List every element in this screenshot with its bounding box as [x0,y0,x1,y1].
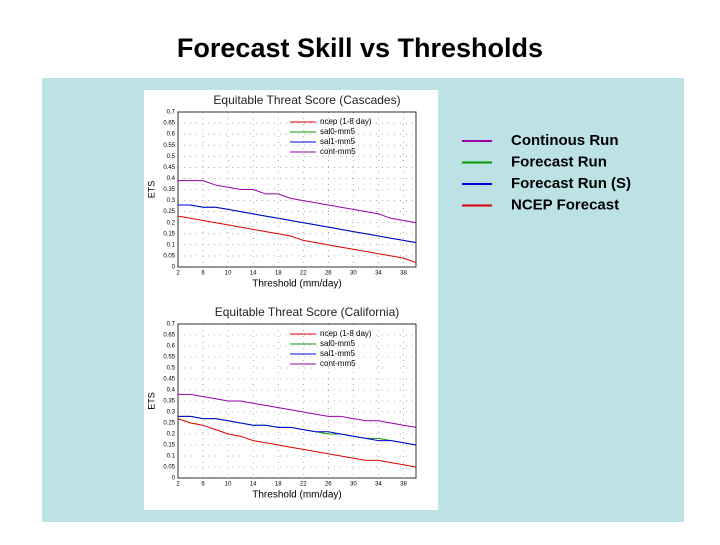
x-tick-label: 38 [400,482,407,488]
x-tick-label: 26 [325,271,332,277]
y-tick-label: 0.6 [167,344,176,350]
x-tick-label: 10 [225,271,232,277]
y-tick-label: 0.25 [163,421,175,427]
y-tick-label: 0.3 [167,198,176,204]
plot-frame [177,323,417,479]
x-tick-label: 6 [201,271,205,277]
y-tick-label: 0.4 [167,176,176,182]
x-axis-label: Threshold (mm/day) [252,279,341,290]
legend-label: cont-mm5 [320,147,356,156]
series-line [178,393,417,428]
x-tick-label: 18 [275,271,282,277]
y-tick-label: 0.1 [167,242,176,248]
y-tick-label: 0.15 [163,443,175,449]
x-tick-label: 2 [176,482,180,488]
x-tick-label: 34 [375,271,382,277]
y-tick-label: 0.6 [167,132,176,138]
y-tick-label: 0.65 [163,121,175,127]
legend-label: ncep (1-8 day) [320,117,372,126]
legend-label: sal0-mm5 [320,339,356,348]
series-line [177,418,417,468]
y-tick-label: 0.1 [167,454,176,460]
series-line [178,204,417,244]
y-tick-label: 0.5 [167,366,176,372]
y-tick-label: 0.5 [167,154,176,160]
legend-label: sal1-mm5 [320,137,356,146]
y-tick-label: 0.7 [167,322,176,328]
x-tick-label: 26 [325,482,332,488]
y-tick-label: 0.45 [163,165,175,171]
legend-label: ncep (1-8 day) [320,329,372,338]
y-tick-label: 0.65 [163,333,175,339]
legend-label: Continous Run [511,132,618,149]
x-tick-label: 22 [300,482,307,488]
y-tick-label: 0.15 [163,231,175,237]
y-tick-label: 0.55 [163,143,175,149]
legend-label: sal1-mm5 [320,349,356,358]
y-tick-label: 0.05 [163,465,175,471]
legend-label: NCEP Forecast [511,196,619,213]
y-tick-label: 0.55 [163,355,175,361]
series-line [177,215,417,264]
y-tick-label: 0.25 [163,209,175,215]
y-tick-label: 0.35 [163,399,175,405]
y-tick-label: 0.4 [167,388,176,394]
legend-label: Forecast Run [511,153,607,170]
x-tick-label: 10 [225,482,232,488]
y-tick-label: 0.35 [163,187,175,193]
legend-label: sal0-mm5 [320,127,356,136]
x-tick-label: 34 [375,482,382,488]
x-tick-label: 22 [300,271,307,277]
plot-frame [177,111,417,268]
chart-title: Equitable Threat Score (California) [215,305,400,319]
y-tick-label: 0.7 [167,110,176,116]
slide-title: Forecast Skill vs Thresholds [177,33,543,63]
y-tick-label: 0.2 [167,220,176,226]
x-tick-label: 14 [250,271,257,277]
x-tick-label: 30 [350,271,357,277]
series-line [178,415,417,446]
x-tick-label: 30 [350,482,357,488]
y-tick-label: 0 [172,476,176,482]
y-tick-label: 0.3 [167,410,176,416]
y-tick-label: 0.05 [163,254,175,260]
x-tick-label: 2 [176,271,180,277]
x-axis-label: Threshold (mm/day) [252,490,341,501]
y-tick-label: 0 [172,265,176,271]
x-tick-label: 14 [250,482,257,488]
y-tick-label: 0.2 [167,432,176,438]
y-axis-label: ETS [146,392,156,410]
y-axis-label: ETS [146,181,156,199]
y-tick-label: 0.45 [163,377,175,383]
x-tick-label: 18 [275,482,282,488]
legend-label: Forecast Run (S) [511,175,631,192]
x-tick-label: 6 [201,482,205,488]
chart-title: Equitable Threat Score (Cascades) [213,93,400,107]
legend-label: cont-mm5 [320,359,356,368]
x-tick-label: 38 [400,271,407,277]
series-line [178,180,417,224]
